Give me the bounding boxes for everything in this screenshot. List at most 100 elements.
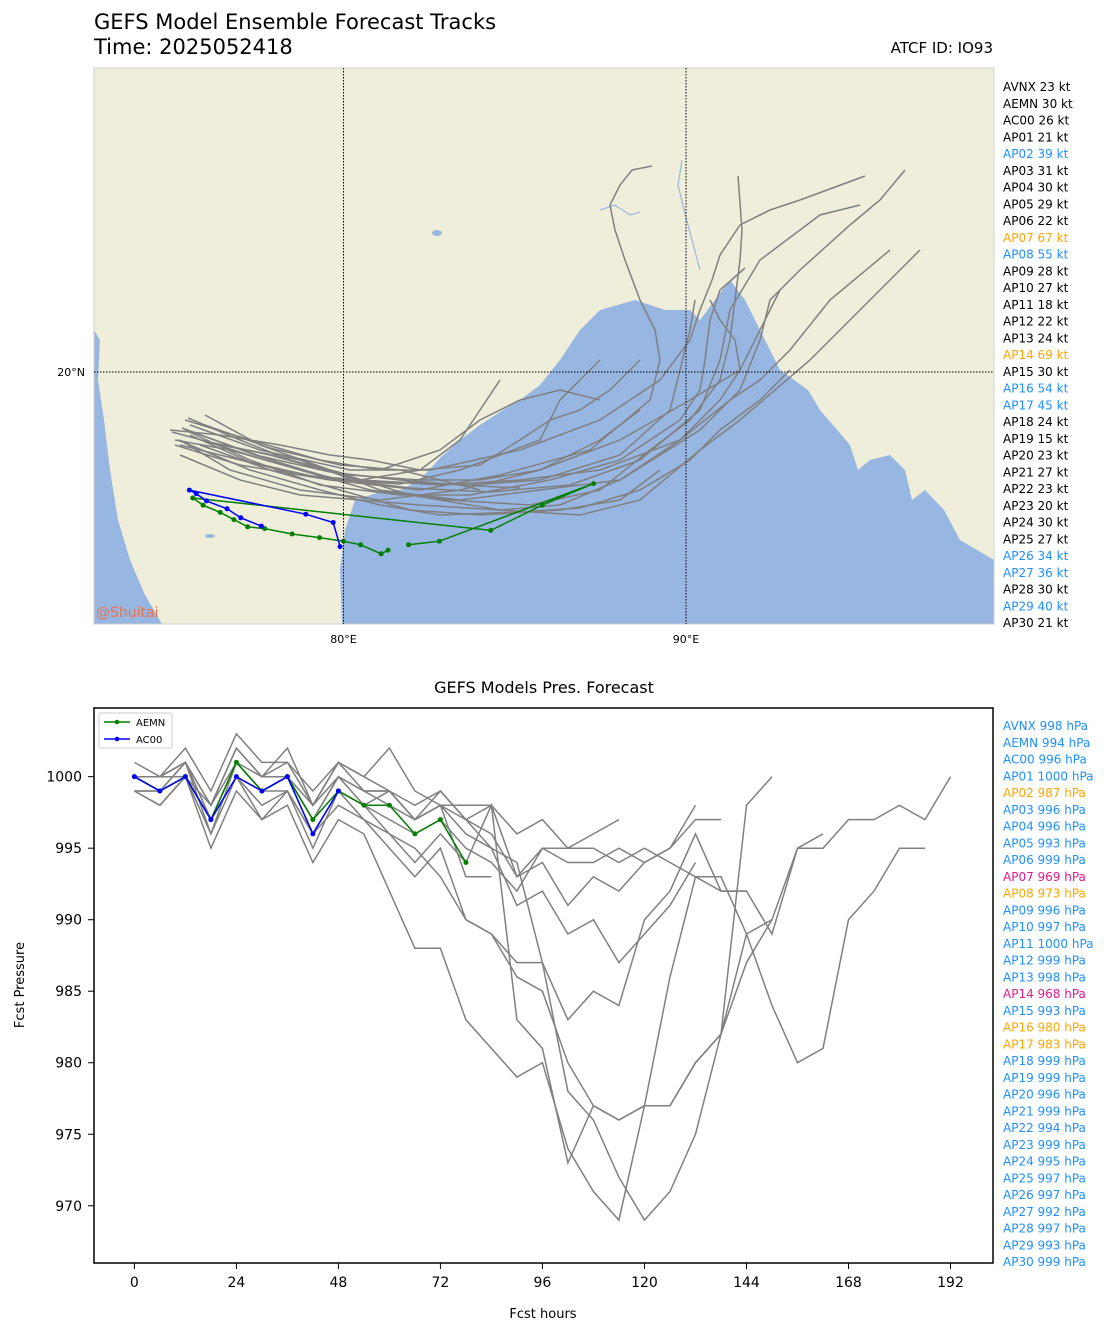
lake [205, 534, 215, 538]
series-ac00-point [335, 788, 341, 794]
forecast-time: Time: 2025052418 [94, 35, 293, 59]
ocean-arabian-sea [94, 330, 162, 624]
ocean-bay-of-bengal [340, 280, 994, 624]
map-title: GEFS Model Ensemble Forecast Tracks [94, 10, 497, 34]
track-point-aemn [317, 535, 323, 541]
track-point-aemn [539, 502, 545, 508]
legend-bottom-entry: AP26 997 hPa [1003, 1188, 1086, 1202]
pressure-series-line [134, 775, 747, 1022]
legend-top-entry: AP05 29 kt [1003, 197, 1069, 211]
legend-top-entry: AP29 40 kt [1003, 599, 1069, 613]
series-ac00-point [284, 774, 290, 780]
y-tick-label: 1000 [46, 770, 82, 786]
series-aemn-point [463, 859, 469, 865]
legend-bottom-entry: AP20 996 hPa [1003, 1088, 1086, 1102]
legend-top-entry: AP10 27 kt [1003, 281, 1069, 295]
legend-top-entry: AEMN 30 kt [1003, 97, 1073, 111]
x-axis-label: Fcst hours [509, 1307, 576, 1322]
legend-top-entry: AP04 30 kt [1003, 181, 1069, 195]
legend-bottom-entry: AP06 999 hPa [1003, 853, 1086, 867]
legend-bottom-entry: AP23 999 hPa [1003, 1138, 1086, 1152]
legend-bottom-entry: AP05 993 hPa [1003, 836, 1086, 850]
track-map: 20°N 80°E 90°E @Shuitai AVNX 23 kt AEMN 3… [57, 67, 1073, 646]
legend-bottom-entry: AP29 993 hPa [1003, 1238, 1086, 1252]
legend-top-entry: AP22 23 kt [1003, 482, 1069, 496]
legend-top-entry: AP23 20 kt [1003, 499, 1069, 513]
highlight-tracks [186, 481, 597, 557]
pressure-series-line [134, 746, 492, 878]
pressure-series-line [134, 775, 773, 1166]
legend-top-entry: AP26 34 kt [1003, 549, 1069, 563]
legend-top-entry: AP17 45 kt [1003, 398, 1069, 412]
pressure-legend: AVNX 998 hPa AEMN 994 hPa AC00 996 hPa AP01… [1003, 719, 1094, 1269]
legend-bottom-entry: AVNX 998 hPa [1003, 719, 1088, 733]
x-tick-label: 144 [733, 1275, 760, 1291]
lon-label-90e: 90°E [673, 633, 699, 646]
legend-top-entry: AP21 27 kt [1003, 465, 1069, 479]
x-tick-label: 192 [937, 1275, 964, 1291]
y-axis-label: Fcst Pressure [13, 942, 28, 1028]
legend-ac00-marker [114, 736, 120, 742]
legend-top-entry: AP30 21 kt [1003, 616, 1069, 630]
legend-bottom-entry: AP18 999 hPa [1003, 1054, 1086, 1068]
legend-top-entry: AC00 26 kt [1003, 114, 1069, 128]
x-tick-label: 96 [534, 1275, 552, 1291]
pressure-series-line [134, 761, 925, 1121]
series-aemn-point [310, 817, 316, 823]
track-point-aemn [289, 531, 295, 537]
series-aemn-point [284, 774, 290, 780]
track-point-ac00 [193, 491, 199, 497]
legend-bottom-entry: AP14 968 hPa [1003, 987, 1086, 1001]
y-tick-label: 970 [55, 1199, 82, 1215]
legend-aemn-label: AEMN [136, 718, 165, 729]
track-point-aemn [358, 542, 364, 548]
track-point-aemn [378, 551, 384, 557]
intensity-legend: AVNX 23 kt AEMN 30 kt AC00 26 kt AP01 21 kt… [1003, 80, 1073, 630]
legend-top-entry: AP09 28 kt [1003, 264, 1069, 278]
legend-bottom-entry: AP01 1000 hPa [1003, 769, 1094, 783]
river [599, 159, 701, 271]
series-ac00-point [310, 831, 316, 837]
pressure-series-line [134, 760, 721, 907]
legend-bottom-entry: AP08 973 hPa [1003, 887, 1086, 901]
series-aemn-line [134, 761, 467, 863]
legend-bottom-entry: AP02 987 hPa [1003, 786, 1086, 800]
legend-bottom-entry: AP16 980 hPa [1003, 1021, 1086, 1035]
x-tick-label: 0 [130, 1275, 139, 1291]
lat-label: 20°N [57, 366, 85, 379]
track-point-aemn [200, 502, 206, 508]
legend-bottom-entry: AP07 969 hPa [1003, 870, 1086, 884]
legend-bottom-entry: AP10 997 hPa [1003, 920, 1086, 934]
series-ac00-line [134, 775, 340, 836]
legend-top-entry: AP13 24 kt [1003, 331, 1069, 345]
legend-bottom-entry: AEMN 994 hPa [1003, 736, 1090, 750]
track-point-aemn [341, 538, 346, 544]
track-point-ac00 [258, 523, 264, 529]
track-point-ac00 [238, 515, 244, 521]
atcf-id: ATCF ID: IO93 [890, 39, 993, 57]
legend-aemn-marker [114, 719, 120, 725]
pressure-series-line [134, 746, 952, 936]
legend-bottom-entry: AP12 999 hPa [1003, 954, 1086, 968]
track-point-ac00 [204, 498, 209, 504]
legend-top-entry: AP08 55 kt [1003, 248, 1069, 262]
track-point-aemn [217, 509, 223, 515]
track-point-ac00 [337, 544, 343, 550]
series-ac00-point [131, 774, 137, 780]
legend-top-entry: AP28 30 kt [1003, 583, 1069, 597]
legend-top-entry: AP14 69 kt [1003, 348, 1069, 362]
legend-bottom-entry: AP19 999 hPa [1003, 1071, 1086, 1085]
series-ac00-point [233, 774, 239, 780]
legend-top-entry: AP07 67 kt [1003, 231, 1069, 245]
track-point-aemn [436, 538, 442, 544]
axis-ticks: 0 24 48 72 96 120 144 168 192 970 975 980 985 990 995 1… [46, 770, 964, 1291]
pressure-series-line [134, 761, 697, 893]
pressure-series-line [134, 761, 620, 850]
series-aemn-point [259, 788, 265, 794]
legend-bottom-entry: AP24 995 hPa [1003, 1155, 1086, 1169]
legend-top-entry: AP27 36 kt [1003, 566, 1069, 580]
legend-bottom-entry: AP22 994 hPa [1003, 1121, 1086, 1135]
legend-bottom-entry: AP27 992 hPa [1003, 1205, 1086, 1219]
legend-top-entry: AP12 22 kt [1003, 315, 1069, 329]
track-point-aemn [591, 481, 597, 487]
